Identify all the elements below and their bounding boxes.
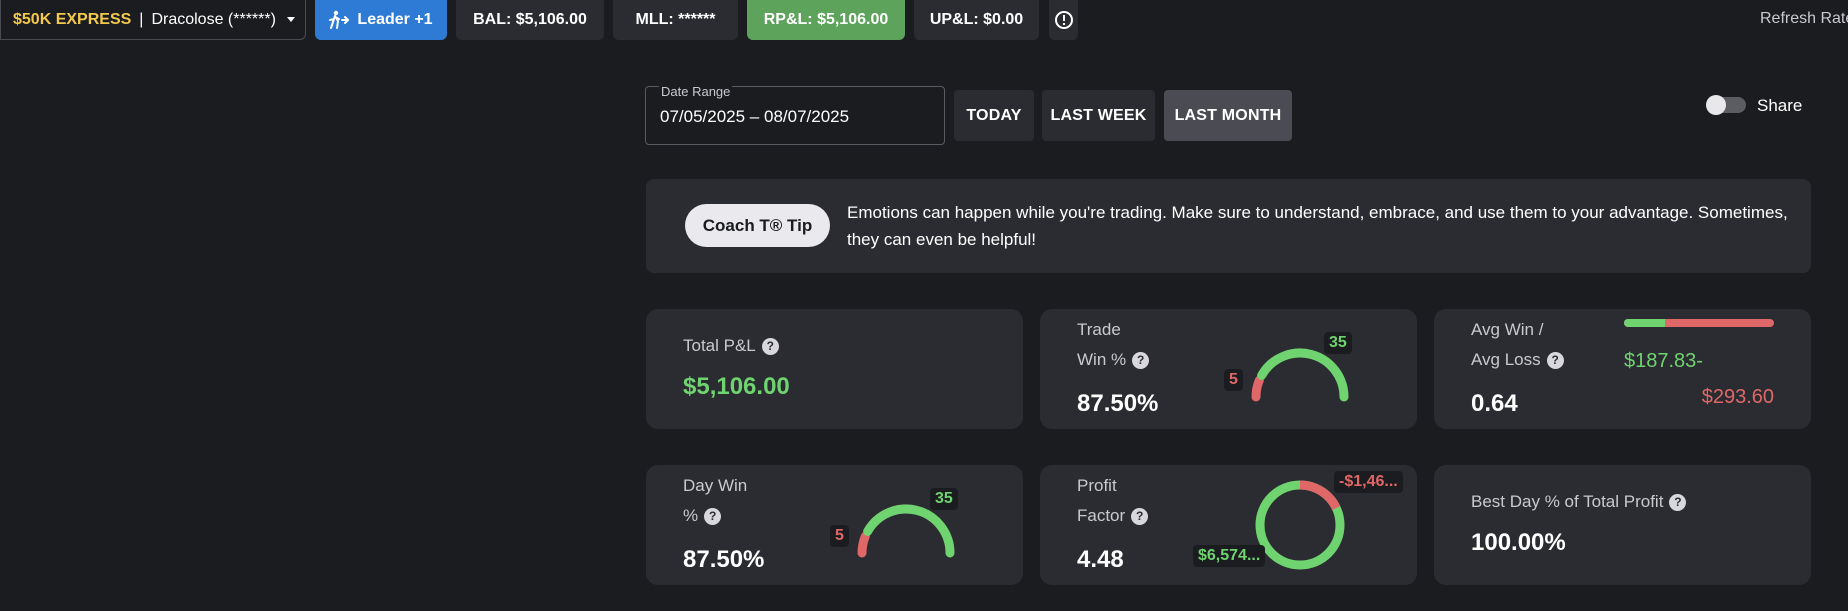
trade-win-value: 87.50% [1077, 390, 1159, 417]
total-pl-label-row: Total P&L? [683, 331, 779, 361]
best-day-label-row: Best Day % of Total Profit? [1471, 487, 1687, 517]
leader-button[interactable]: Leader +1 [315, 0, 447, 40]
total-pl-label: Total P&L [683, 336, 756, 355]
chevron-down-icon [287, 17, 295, 22]
avg-win-loss-card: Avg Win / Avg Loss? 0.64 $187.83- $293.6… [1434, 309, 1811, 429]
gauge-wins-arc [863, 504, 955, 558]
refresh-rate-label[interactable]: Refresh Rate [1760, 10, 1848, 27]
walking-person-icon [329, 10, 350, 29]
gauge-losses-arc [1251, 375, 1264, 402]
avg-win-bar-fill [1624, 319, 1665, 327]
avg-win-label-2: Avg Loss [1471, 350, 1541, 369]
avg-win-label-1: Avg Win / [1471, 320, 1544, 339]
share-toggle[interactable] [1706, 95, 1746, 115]
day-win-gauge [857, 504, 955, 558]
gross-profit-tag: $6,574... [1193, 545, 1266, 567]
gross-loss-tag: -$1,46... [1334, 471, 1403, 493]
info-button[interactable] [1049, 0, 1078, 40]
day-win-value: 87.50% [683, 546, 765, 573]
total-pl-card: Total P&L? $5,106.00 [646, 309, 1023, 429]
last-week-button[interactable]: LAST WEEK [1042, 90, 1155, 141]
question-icon[interactable]: ? [1132, 352, 1150, 370]
upl-text: UP&L: $0.00 [929, 11, 1024, 28]
trade-win-wins-tag: 35 [1324, 332, 1352, 354]
day-win-label-2: % [683, 506, 699, 525]
last-month-button[interactable]: LAST MONTH [1164, 90, 1292, 141]
avg-win-amount: $187.83- [1624, 350, 1703, 372]
day-win-label-1: Day Win [683, 476, 748, 495]
trade-win-label-1: Trade [1077, 320, 1121, 339]
day-win-card: Day Win %? 87.50% 5 35 [646, 465, 1023, 585]
today-button[interactable]: TODAY [954, 90, 1034, 141]
rpl-text: RP&L: $5,106.00 [763, 11, 889, 28]
share-label: Share [1757, 96, 1803, 115]
day-win-wins-tag: 35 [930, 488, 958, 510]
trade-win-label-2: Win % [1077, 350, 1127, 369]
alert-circle-icon [1054, 11, 1073, 29]
account-user: Dracolose (******) [151, 10, 276, 28]
account-name: $50K EXPRESS [13, 10, 132, 28]
balance-badge: BAL: $5,106.00 [456, 0, 604, 40]
date-range-field[interactable]: Date Range 07/05/2025 – 08/07/2025 [645, 84, 945, 145]
coach-tip-button[interactable]: Coach T® Tip [685, 204, 830, 247]
mll-badge: MLL: ****** [613, 0, 738, 40]
day-win-label-row: %? [683, 501, 722, 531]
avg-win-loss-value: 0.64 [1471, 390, 1518, 417]
question-icon[interactable]: ? [1669, 494, 1687, 512]
question-icon[interactable]: ? [704, 508, 722, 526]
account-selector[interactable]: $50K EXPRESS | Dracolose (******) [0, 0, 306, 40]
balance-text: BAL: $5,106.00 [473, 11, 587, 28]
rpl-badge: RP&L: $5,106.00 [747, 0, 905, 40]
best-day-card: Best Day % of Total Profit? 100.00% [1434, 465, 1811, 585]
question-icon[interactable]: ? [761, 338, 779, 356]
avg-win-loss-bar [1624, 319, 1774, 327]
mll-text: MLL: ****** [635, 11, 716, 28]
trade-win-losses-tag: 5 [1224, 369, 1243, 391]
coach-tip-text: Emotions can happen while you're trading… [847, 203, 1788, 249]
gauge-wins-arc [1257, 348, 1349, 402]
avg-win-label-row: Avg Loss? [1471, 345, 1564, 375]
trade-win-label-row: Win %? [1077, 345, 1150, 375]
best-day-label: Best Day % of Total Profit [1471, 492, 1664, 511]
leader-label: Leader +1 [357, 11, 433, 28]
best-day-value: 100.00% [1471, 529, 1566, 556]
total-pl-value: $5,106.00 [683, 373, 790, 400]
coach-tip-panel: Coach T® Tip Emotions can happen while y… [646, 179, 1811, 273]
donut-loss-segment [1255, 480, 1345, 570]
question-icon[interactable]: ? [1131, 508, 1149, 526]
day-win-losses-tag: 5 [830, 525, 849, 547]
date-range-value: 07/05/2025 – 08/07/2025 [660, 107, 850, 126]
profit-factor-label-2: Factor [1077, 506, 1126, 525]
trade-win-card: Trade Win %? 87.50% 5 35 [1040, 309, 1417, 429]
profit-factor-label-1: Profit [1077, 476, 1117, 495]
toggle-knob [1706, 95, 1726, 115]
upl-badge: UP&L: $0.00 [914, 0, 1039, 40]
account-separator: | [139, 10, 144, 28]
trade-win-gauge [1251, 348, 1349, 402]
profit-factor-card: Profit Factor? 4.48 -$1,46... $6,574... [1040, 465, 1417, 585]
profit-factor-value: 4.48 [1077, 546, 1124, 573]
avg-loss-amount: $293.60 [1701, 386, 1774, 408]
gauge-losses-arc [857, 531, 870, 558]
profit-factor-donut [1255, 480, 1345, 570]
date-range-label: Date Range [659, 84, 733, 99]
profit-factor-label-row: Factor? [1077, 501, 1149, 531]
question-icon[interactable]: ? [1546, 352, 1564, 370]
